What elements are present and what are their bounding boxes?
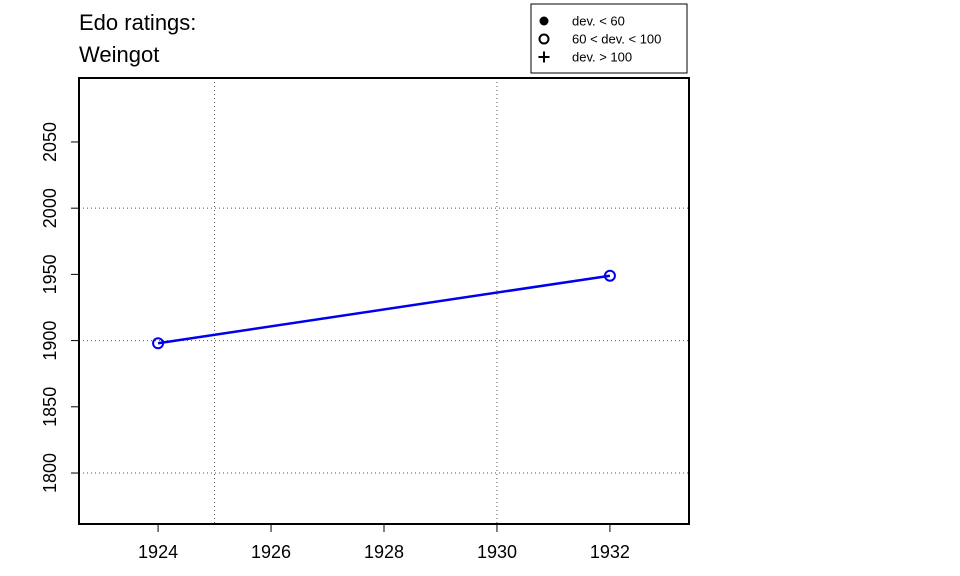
x-tick-label: 1932: [590, 542, 630, 562]
marker: [539, 16, 549, 26]
y-tick-label: 2050: [40, 122, 60, 162]
legend-box: [530, 3, 688, 74]
x-tick-label: 1930: [477, 542, 517, 562]
legend-label: dev. > 100: [572, 50, 632, 65]
y-tick-label: 1900: [40, 321, 60, 361]
series-line: [157, 274, 611, 345]
legend: dev. < 60 60 < dev. < 100 dev. > 100: [530, 3, 688, 74]
marker: [603, 269, 616, 282]
marker: [538, 33, 550, 45]
x-tick-label: 1928: [364, 542, 404, 562]
marker: [538, 51, 550, 63]
chart-subtitle: Weingot: [79, 42, 159, 67]
y-tick-label: 1850: [40, 387, 60, 427]
legend-label: 60 < dev. < 100: [572, 32, 661, 47]
y-tick-label: 2000: [40, 188, 60, 228]
plot-frame: [78, 77, 690, 525]
x-tick-label: 1924: [138, 542, 178, 562]
y-tick-label: 1800: [40, 453, 60, 493]
marker: [152, 337, 165, 350]
x-tick-label: 1926: [251, 542, 291, 562]
chart-title: Edo ratings:: [79, 10, 196, 35]
legend-label: dev. < 60: [572, 14, 625, 29]
y-tick-label: 1950: [40, 254, 60, 294]
